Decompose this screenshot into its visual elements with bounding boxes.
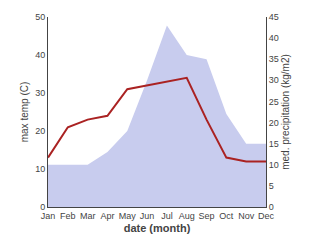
svg-text:10: 10 [35,164,45,174]
svg-text:50: 50 [35,12,45,22]
svg-text:30: 30 [35,88,45,98]
svg-text:Feb: Feb [60,211,76,221]
svg-text:Jun: Jun [140,211,155,221]
svg-text:25: 25 [269,97,279,107]
svg-text:date (month): date (month) [124,222,191,234]
svg-text:Dec: Dec [258,211,275,221]
svg-text:20: 20 [35,126,45,136]
svg-text:Mar: Mar [80,211,96,221]
svg-text:45: 45 [269,12,279,22]
svg-text:Aug: Aug [179,211,195,221]
svg-text:Nov: Nov [238,211,255,221]
svg-text:Apr: Apr [100,211,114,221]
svg-text:max temp (C): max temp (C) [19,82,30,143]
svg-text:30: 30 [269,75,279,85]
svg-text:0: 0 [40,202,45,212]
svg-text:40: 40 [35,50,45,60]
svg-text:20: 20 [269,118,279,128]
svg-text:35: 35 [269,54,279,64]
svg-text:Sep: Sep [199,211,215,221]
svg-text:5: 5 [269,181,274,191]
svg-text:Jul: Jul [161,211,173,221]
svg-text:40: 40 [269,33,279,43]
svg-text:Jan: Jan [41,211,56,221]
svg-text:15: 15 [269,139,279,149]
svg-text:May: May [119,211,137,221]
svg-text:0: 0 [269,202,274,212]
svg-text:10: 10 [269,160,279,170]
svg-text:med. precipitation (kg/m2): med. precipitation (kg/m2) [280,54,291,170]
svg-text:Oct: Oct [219,211,234,221]
